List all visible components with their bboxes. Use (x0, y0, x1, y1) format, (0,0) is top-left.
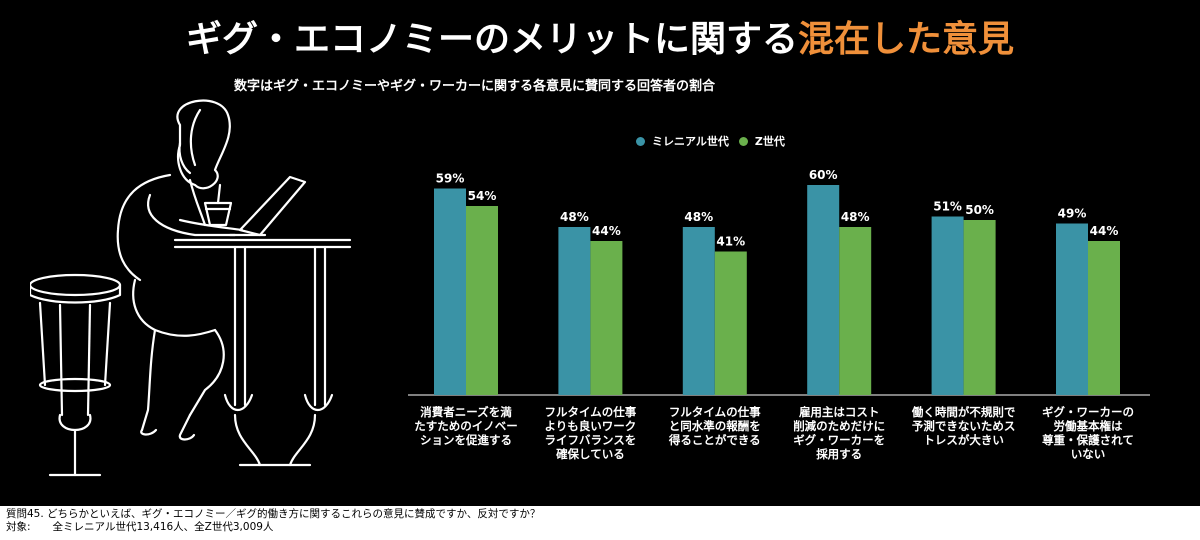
category-label-1: フルタイムの仕事 よりも良いワーク ライフバランスを 確保している (544, 405, 637, 461)
data-label-millennial-3: 60% (809, 168, 838, 182)
bar-genz-4 (963, 220, 996, 395)
data-label-genz-4: 50% (965, 203, 994, 217)
legend-label-millennial: ミレニアル世代 (652, 135, 729, 148)
footnote: 質問45. どちらかといえば、ギグ・エコノミー／ギグ的働き方に関するこれらの意見… (6, 508, 540, 534)
legend-swatch-millennial (636, 136, 645, 146)
chart-legend: ミレニアル世代 Z世代 (636, 131, 785, 151)
bar-chart: 59%54%48%44%48%41%60%48%51% 50% 49%44% (408, 168, 1150, 396)
bar-genz-3 (839, 227, 872, 395)
legend-label-genz: Z世代 (754, 135, 785, 148)
data-label-millennial-5: 49% (1058, 207, 1087, 221)
legend-swatch-genz (738, 136, 748, 146)
category-label-0: 消費者ニーズを満 たすためのイノベー ションを促進する (414, 405, 518, 447)
legend-item-millennial: ミレニアル世代 (636, 133, 729, 149)
bar-millennial-0 (434, 188, 466, 395)
bar-millennial-4 (931, 216, 964, 395)
category-label-4: 働く時間が不規則で 予測できないためス トレスが大きい (911, 405, 1016, 447)
bar-genz-2 (714, 251, 747, 395)
data-label-genz-5: 44% (1090, 224, 1119, 238)
legend-item-genz: Z世代 (738, 133, 785, 149)
bar-genz-5 (1088, 241, 1120, 395)
woman-with-laptop-illustration (30, 99, 352, 477)
chart-subtitle: 数字はギグ・エコノミーやギグ・ワーカーに関する各意見に賛同する回答者の割合 (234, 79, 716, 94)
bar-millennial-3 (807, 185, 840, 395)
category-label-2: フルタイムの仕事 と同水準の報酬を 得ることができる (668, 405, 761, 447)
title-main: ギグ・エコノミーのメリットに関する (185, 19, 798, 60)
bar-millennial-1 (558, 227, 591, 395)
bar-genz-0 (466, 206, 498, 395)
bar-genz-1 (590, 241, 623, 395)
data-label-genz-1: 44% (592, 224, 621, 238)
data-label-millennial-0: 59% (436, 172, 465, 186)
category-label-5: ギグ・ワーカーの 労働基本権は 尊重・保護されて いない (1042, 405, 1134, 461)
bar-millennial-2 (682, 227, 715, 395)
page-title: ギグ・エコノミーのメリットに関する混在した意見 (0, 10, 1200, 62)
data-label-genz-0: 54% (468, 189, 497, 203)
footnote-target-value: 全ミレニアル世代13,416人、全Z世代3,009人 (52, 521, 274, 533)
data-label-genz-2: 41% (716, 235, 745, 249)
data-label-millennial-4: 51% (933, 200, 962, 214)
category-label-3: 雇用主はコスト 削減のためだけに ギグ・ワーカーを 採用する (793, 405, 886, 461)
data-label-millennial-1: 48% (560, 210, 589, 224)
title-accent: 混在した意見 (798, 19, 1015, 60)
data-label-genz-3: 48% (841, 210, 870, 224)
footnote-target-label: 対象: (6, 521, 31, 533)
bar-millennial-5 (1056, 223, 1088, 395)
data-label-millennial-2: 48% (684, 210, 713, 224)
footnote-question: 質問45. どちらかといえば、ギグ・エコノミー／ギグ的働き方に関するこれらの意見… (6, 508, 541, 520)
